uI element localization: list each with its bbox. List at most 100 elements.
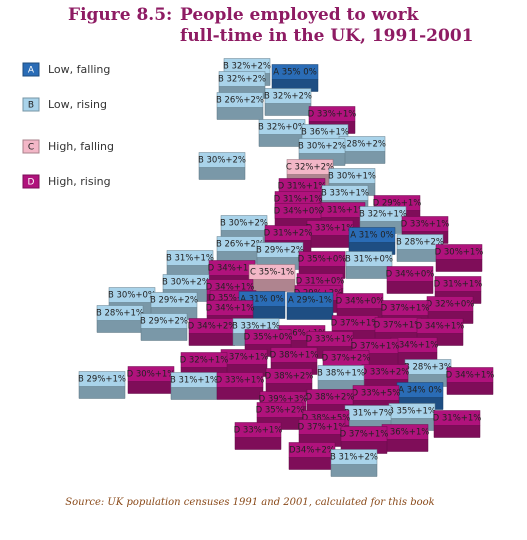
block-label: B 30%+1% [328, 172, 376, 182]
region-block: D 34%+0% [386, 266, 435, 294]
legend-label: High, falling [48, 140, 114, 153]
block-top [351, 338, 399, 354]
block-side [78, 386, 126, 399]
block-label: D 38%+5% [302, 414, 351, 424]
block-top [140, 313, 188, 329]
block-side [286, 307, 334, 320]
block-label: D 37%+1% [331, 319, 380, 329]
block-label: D 29%+1% [373, 199, 422, 209]
legend-swatch [22, 139, 40, 154]
region-block: D 36%+1% [381, 424, 429, 452]
block-label: B 28%+2% [396, 238, 444, 248]
block-label: A 34% 0% [398, 386, 442, 396]
block-label: D 33%+1% [308, 110, 357, 120]
block-label: D 34%+1% [208, 264, 257, 274]
block-top [264, 88, 312, 104]
legend: A Low, falling B Low, rising C High, falling D… [22, 62, 114, 189]
legend-swatch [22, 174, 40, 189]
block-label: B 30%+0% [108, 291, 156, 301]
block-side [435, 259, 483, 272]
block-top [328, 168, 376, 184]
region-block: D 33%+1% [234, 422, 283, 450]
block-side [234, 437, 282, 450]
region-block: B 29%+1% [78, 371, 126, 399]
block-label: D 36%+1% [278, 329, 327, 339]
block-top [298, 138, 346, 154]
block-top [306, 389, 354, 405]
block-side [264, 103, 312, 116]
block-top [396, 234, 444, 250]
block-label: D 30%+1% [127, 370, 176, 380]
block-top [220, 215, 268, 231]
block-top [340, 426, 388, 442]
block-side [198, 167, 246, 180]
block-label: D 34%+1% [206, 304, 255, 314]
block-label: D 37%+2% [322, 354, 371, 364]
region-block: D 30%+1% [127, 366, 176, 394]
block-label: B 30%+2% [220, 219, 268, 229]
region-block: B 28%+2% [396, 234, 444, 262]
legend-label: Low, rising [48, 98, 107, 111]
block-label: B 29%+1% [78, 375, 126, 385]
block-label: D 31%+1% [433, 414, 482, 424]
block-label: D 37%+1% [340, 430, 389, 440]
block-label: D 34%+2% [188, 322, 237, 332]
block-label: D 33%+1% [306, 335, 355, 345]
block-label: B 31%+7% [344, 409, 392, 419]
block-top [416, 318, 464, 334]
block-label: D 32%+0% [426, 300, 475, 310]
block-label: D 33%+1% [234, 426, 283, 436]
block-label: B 30%+2% [198, 156, 246, 166]
block-side [288, 457, 336, 470]
block-label: B 36%+1% [301, 128, 349, 138]
block-label: D 37%+1% [220, 353, 269, 363]
block-top [150, 292, 198, 308]
block-label: D 33%+5% [352, 389, 401, 399]
block-label: D 30%+1% [435, 248, 484, 258]
block-top [308, 106, 356, 122]
legend-swatch [22, 97, 40, 112]
legend-key: D [28, 178, 35, 188]
block-label: B 31%+1% [166, 254, 214, 264]
block-top [270, 347, 318, 363]
block-top [274, 203, 322, 219]
region-block: A 35% 0% [271, 64, 319, 92]
block-side [127, 381, 175, 394]
block-label: B 28%+2% [338, 140, 386, 150]
block-top [216, 92, 264, 108]
block-label: D 34%+0% [386, 270, 435, 280]
block-label: A 31% 0% [240, 295, 284, 305]
block-top [256, 242, 304, 258]
block-label: B 29%+2% [140, 317, 188, 327]
block-top [359, 206, 407, 222]
region-block: B 31%+1% [166, 250, 214, 278]
block-top [386, 266, 434, 282]
block-label: B 32%+0% [258, 123, 306, 133]
block-label: B 30%+2% [162, 278, 210, 288]
source: Source: UK population censuses 1991 and … [65, 497, 434, 508]
block-label: D 31%+0% [296, 277, 345, 287]
region-block: D 33%+1% [216, 372, 264, 400]
block-label: D 37%+1% [381, 304, 430, 314]
region-block: B 31%+2% [330, 449, 378, 477]
figure-number: Figure 8.5: [68, 5, 172, 25]
block-side [216, 107, 264, 120]
block-label: D 38%+2% [306, 393, 355, 403]
block-side [381, 439, 429, 452]
block-label: B 33%+1% [232, 322, 280, 332]
region-block: D 31%+1% [433, 410, 482, 438]
legend-label: High, rising [48, 175, 111, 188]
block-label: D 35%+2% [256, 406, 305, 416]
block-top [317, 365, 365, 381]
block-label: D 33%+2% [361, 368, 410, 378]
block-label: B 32%+2% [264, 92, 312, 102]
block-label: D 31%+1% [278, 182, 327, 192]
block-top [265, 368, 313, 384]
block-top [96, 305, 144, 321]
block-label: A 31% 0% [350, 231, 394, 241]
region-block: B 30%+2% [198, 152, 246, 180]
block-label: D 38%+2% [265, 372, 314, 382]
block-label: B 38%+1% [317, 369, 365, 379]
block-top [244, 329, 292, 345]
